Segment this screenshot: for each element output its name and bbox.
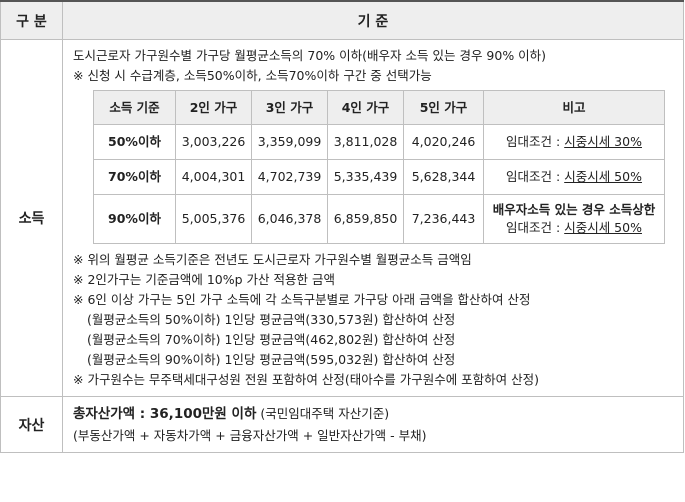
note-line: ※ 가구원수는 무주택세대구성원 전원 포함하여 산정(태아수를 가구원수에 포… xyxy=(73,372,540,387)
note-line: ※ 위의 월평균 소득기준은 전년도 도시근로자 가구원수별 월평균소득 금액임 xyxy=(73,252,472,267)
note-spouse-income: 배우자소득 있는 경우 소득상한 xyxy=(492,202,656,217)
th-3person: 3인 가구 xyxy=(251,90,328,125)
income-content: 도시근로자 가구원수별 가구당 월평균소득의 70% 이하(배우자 소득 있는 … xyxy=(62,39,684,397)
row-value-5: 7,236,443 xyxy=(403,194,484,244)
criteria-table: 구 분 기 준 소득 도시근로자 가구원수별 가구당 월평균소득의 70% 이하… xyxy=(0,0,684,453)
row-value-2: 5,005,376 xyxy=(175,194,252,244)
asset-label: 자산 xyxy=(0,396,63,453)
note-prefix: 임대조건 : xyxy=(506,220,565,235)
row-value-2: 3,003,226 xyxy=(175,124,252,160)
threshold-header-row: 소득 기준 2인 가구 3인 가구 4인 가구 5인 가구 비고 xyxy=(93,90,665,125)
note-market-rate: 시중시세 50% xyxy=(564,169,642,184)
asset-content: 총자산가액 : 36,100만원 이하 (국민임대주택 자산기준) (부동산가액… xyxy=(62,396,684,453)
row-criterion: 50%이하 xyxy=(93,124,176,160)
th-4person: 4인 가구 xyxy=(327,90,404,125)
th-2person: 2인 가구 xyxy=(175,90,252,125)
row-value-3: 4,702,739 xyxy=(251,159,328,195)
asset-row: 자산 총자산가액 : 36,100만원 이하 (국민임대주택 자산기준) (부동… xyxy=(0,396,684,453)
row-value-3: 6,046,378 xyxy=(251,194,328,244)
asset-formula: (부동산가액 + 자동차가액 + 금융자산가액 + 일반자산가액 - 부채) xyxy=(73,428,427,443)
row-note: 임대조건 : 시중시세 30% xyxy=(483,124,665,160)
note-subline: (월평균소득의 90%이하) 1인당 평균금액(595,032원) 합산하여 산… xyxy=(87,352,456,367)
note-line: ※ 2인가구는 기준금액에 10%p 가산 적용한 금액 xyxy=(73,272,335,287)
row-note: 배우자소득 있는 경우 소득상한 임대조건 : 시중시세 50% xyxy=(483,194,665,244)
th-5person: 5인 가구 xyxy=(403,90,484,125)
note-subline: (월평균소득의 70%이하) 1인당 평균금액(462,802원) 합산하여 산… xyxy=(87,332,456,347)
note-market-rate: 시중시세 30% xyxy=(564,134,642,149)
header-row: 구 분 기 준 xyxy=(0,0,684,40)
note-line: ※ 6인 이상 가구는 5인 가구 소득에 각 소득구분별로 가구당 아래 금액… xyxy=(73,292,531,307)
table-row: 70%이하 4,004,301 4,702,739 5,335,439 5,62… xyxy=(93,159,665,195)
row-value-2: 4,004,301 xyxy=(175,159,252,195)
income-row: 소득 도시근로자 가구원수별 가구당 월평균소득의 70% 이하(배우자 소득 … xyxy=(0,39,684,397)
row-note: 임대조건 : 시중시세 50% xyxy=(483,159,665,195)
income-label: 소득 xyxy=(0,39,63,397)
note-prefix: 임대조건 : xyxy=(506,134,565,149)
th-note: 비고 xyxy=(483,90,665,125)
row-value-5: 5,628,344 xyxy=(403,159,484,195)
note-market-rate: 시중시세 50% xyxy=(564,220,642,235)
income-threshold-table: 소득 기준 2인 가구 3인 가구 4인 가구 5인 가구 비고 50%이하 3… xyxy=(93,90,665,244)
asset-limit: 총자산가액 : 36,100만원 이하 xyxy=(73,406,257,422)
th-criterion: 소득 기준 xyxy=(93,90,176,125)
income-intro-1: 도시근로자 가구원수별 가구당 월평균소득의 70% 이하(배우자 소득 있는 … xyxy=(73,48,547,63)
row-value-5: 4,020,246 xyxy=(403,124,484,160)
row-value-4: 5,335,439 xyxy=(327,159,404,195)
income-intro-2: ※ 신청 시 수급계층, 소득50%이하, 소득70%이하 구간 중 선택가능 xyxy=(73,68,432,83)
row-value-3: 3,359,099 xyxy=(251,124,328,160)
row-criterion: 90%이하 xyxy=(93,194,176,244)
note-subline: (월평균소득의 50%이하) 1인당 평균금액(330,573원) 합산하여 산… xyxy=(87,312,456,327)
header-criteria: 기 준 xyxy=(62,0,684,40)
table-row: 50%이하 3,003,226 3,359,099 3,811,028 4,02… xyxy=(93,124,665,160)
table-row: 90%이하 5,005,376 6,046,378 6,859,850 7,23… xyxy=(93,194,665,244)
note-prefix: 임대조건 : xyxy=(506,169,565,184)
row-criterion: 70%이하 xyxy=(93,159,176,195)
header-category: 구 분 xyxy=(0,0,63,40)
row-value-4: 6,859,850 xyxy=(327,194,404,244)
row-value-4: 3,811,028 xyxy=(327,124,404,160)
asset-limit-note: (국민임대주택 자산기준) xyxy=(256,406,390,421)
